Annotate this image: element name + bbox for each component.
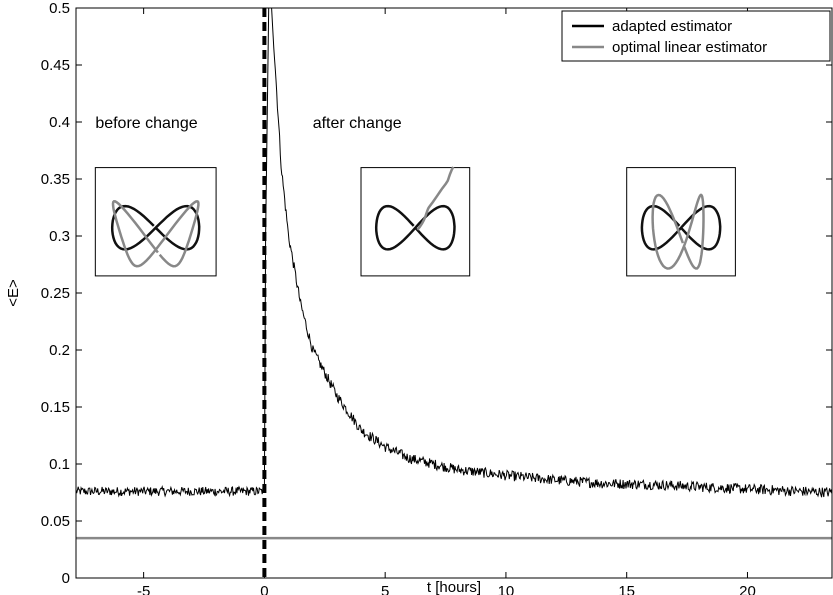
- figure-eight-path: [374, 204, 456, 251]
- insets-layer: [94, 166, 736, 277]
- y-tick-label: 0.35: [41, 171, 70, 188]
- y-tick-label: 0.4: [49, 114, 70, 131]
- y-tick-label: 0.3: [49, 228, 70, 245]
- legend-box: [561, 10, 831, 62]
- annotations-layer: before change after change: [95, 115, 401, 132]
- axes-layer: -5 0 5 10 15 20 0 0.05 0.1 0.15 0.2 0.25 0.3 0.35 0.4 0…: [41, 0, 833, 595]
- x-tick-label: 15: [618, 583, 635, 595]
- annotation: before change: [95, 115, 197, 132]
- series-layer: [75, 7, 833, 578]
- gray-trajectory: [651, 193, 705, 270]
- series-adapted: [75, 7, 833, 498]
- x-tick-label: -5: [137, 583, 150, 595]
- figure-eight-path: [110, 204, 201, 251]
- x-tick-label: 20: [739, 583, 756, 595]
- gray-trajectory: [111, 199, 200, 268]
- legend-label: adapted estimator: [612, 18, 732, 35]
- y-tick-label: 0.15: [41, 399, 70, 416]
- gray-trajectory: [416, 166, 455, 231]
- legend: adapted estimator optimal linear estimato…: [561, 10, 831, 62]
- y-tick-label: 0.05: [41, 513, 70, 530]
- x-tick-label: 5: [381, 583, 389, 595]
- inset-adapted: [626, 167, 736, 277]
- y-tick-label: 0.1: [49, 456, 70, 473]
- inset-after: [360, 166, 471, 277]
- x-tick-label: 10: [498, 583, 515, 595]
- y-tick-label: 0: [62, 570, 70, 587]
- annotation: after change: [313, 115, 402, 132]
- y-tick-label: 0.45: [41, 57, 70, 74]
- legend-label: optimal linear estimator: [612, 39, 767, 56]
- y-tick-label: 0.2: [49, 342, 70, 359]
- x-tick-label: 0: [260, 583, 268, 595]
- y-tick-label: 0.5: [49, 0, 70, 17]
- y-axis-label: <E>: [5, 279, 22, 307]
- inset-frame: [94, 167, 217, 277]
- inset-frame: [626, 167, 736, 277]
- figure-eight-path: [640, 204, 722, 251]
- inset-frame: [360, 167, 471, 277]
- y-tick-label: 0.25: [41, 285, 70, 302]
- inset-before: [94, 167, 217, 277]
- x-axis-label: t [hours]: [427, 579, 481, 595]
